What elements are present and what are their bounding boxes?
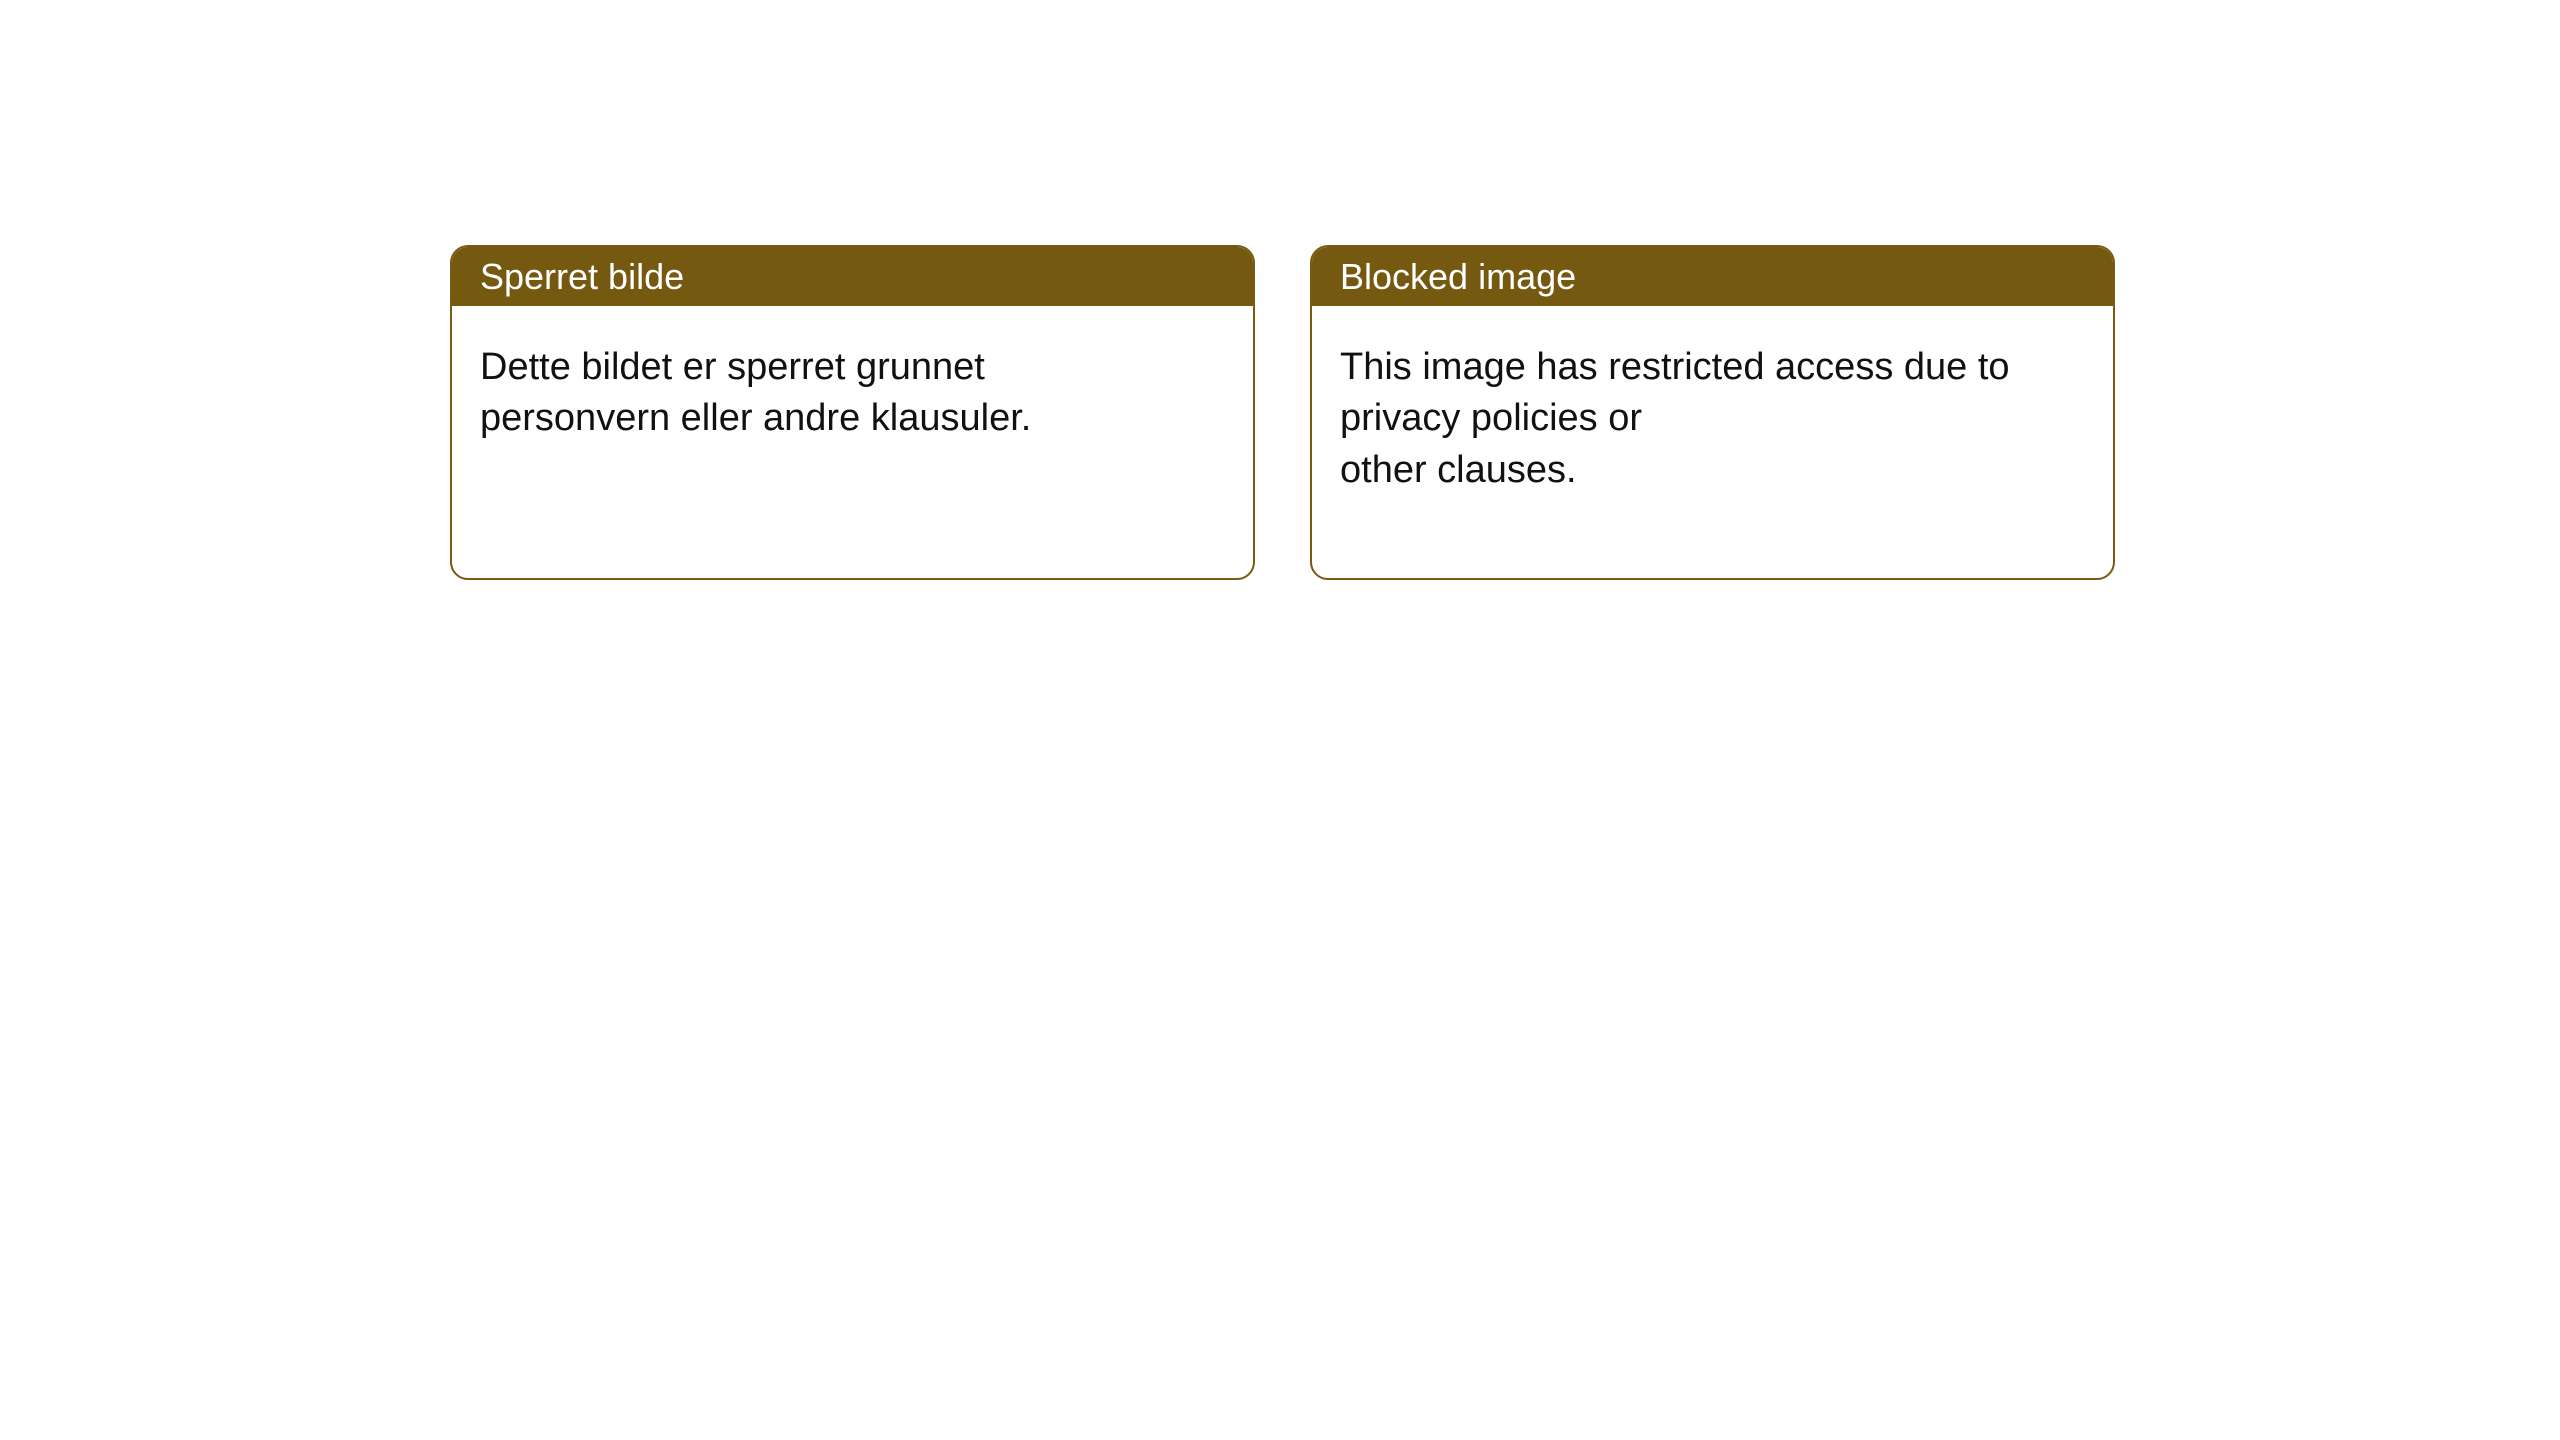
- page-root: { "layout": { "page_background": "#fffff…: [0, 0, 2560, 1440]
- notice-card-english: Blocked image This image has restricted …: [1310, 245, 2115, 580]
- notice-text-norwegian: Dette bildet er sperret grunnet personve…: [480, 342, 1180, 445]
- notice-card-header: Sperret bilde: [452, 247, 1253, 306]
- notice-card-body: Dette bildet er sperret grunnet personve…: [452, 306, 1253, 473]
- notice-card-body: This image has restricted access due to …: [1312, 306, 2113, 524]
- notice-text-english: This image has restricted access due to …: [1340, 342, 2040, 496]
- notice-card-norwegian: Sperret bilde Dette bildet er sperret gr…: [450, 245, 1255, 580]
- notice-card-header: Blocked image: [1312, 247, 2113, 306]
- notice-card-row: Sperret bilde Dette bildet er sperret gr…: [450, 245, 2115, 580]
- notice-title-english: Blocked image: [1340, 259, 1576, 295]
- notice-title-norwegian: Sperret bilde: [480, 259, 684, 295]
